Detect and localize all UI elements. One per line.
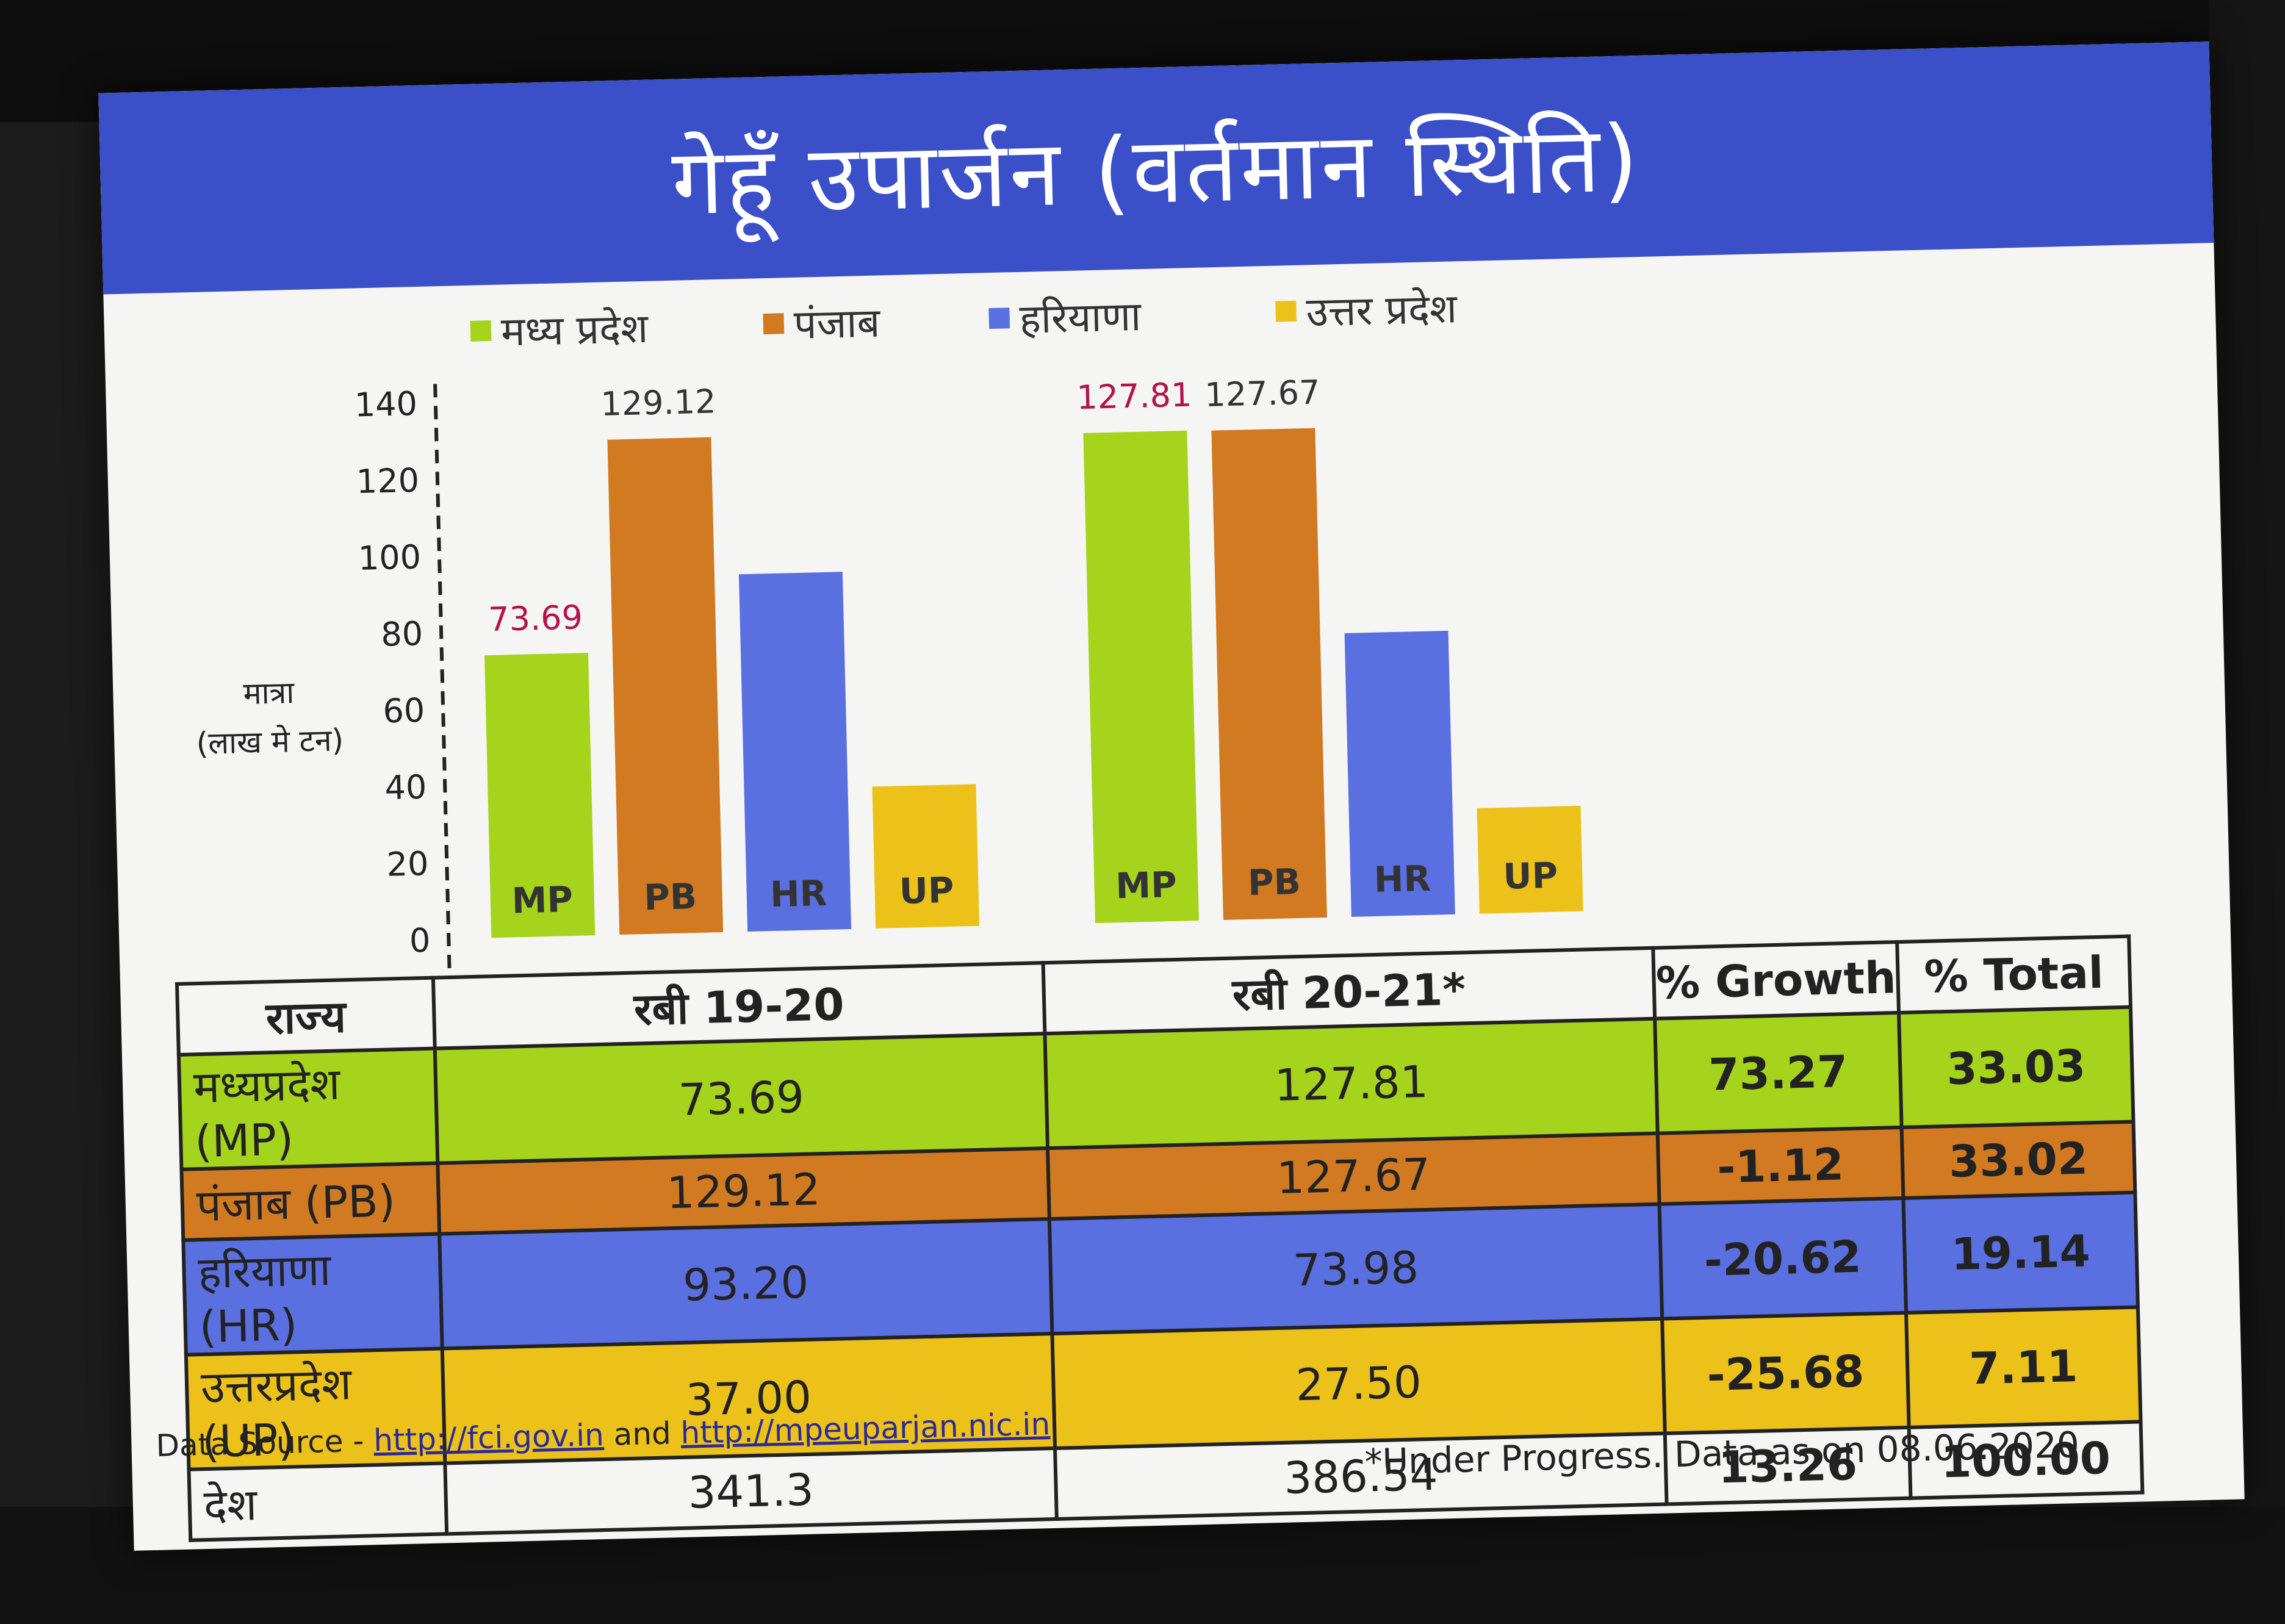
bar-category-label: UP: [899, 869, 954, 912]
table-cell-value: 73.27: [1655, 1012, 1902, 1134]
y-tick-label: 100: [358, 537, 422, 577]
y-tick-label: 40: [384, 767, 427, 807]
y-tick-label: 80: [381, 614, 423, 654]
y-axis-line: [433, 384, 464, 984]
y-tick-label: 120: [356, 461, 420, 501]
bar-up-group2: [1477, 805, 1583, 914]
table-header-total: % Total: [1897, 936, 2131, 1013]
bar-mp-group2: [1083, 430, 1199, 924]
table-cell-value: 341.3: [445, 1448, 1057, 1534]
bar-pb-group1: [607, 437, 724, 935]
y-tick-label: 60: [383, 691, 425, 731]
bar-category-label: HR: [1373, 858, 1431, 900]
table-cell-value: 73.98: [1049, 1204, 1663, 1334]
projected-slide: गेहूँ उपार्जन (वर्तमान स्थिति) मध्य प्रद…: [98, 41, 2245, 1551]
y-tick-label: 0: [409, 921, 431, 960]
table-cell-value: 7.11: [1906, 1307, 2141, 1428]
y-tick-label: 20: [386, 844, 429, 884]
data-source-prefix: Data Source -: [155, 1423, 365, 1464]
bar-data-label: 73.69: [488, 598, 583, 639]
table-cell-value: 127.81: [1045, 1018, 1658, 1149]
bar-hr-group1: [738, 572, 852, 932]
table-cell-value: -1.12: [1657, 1127, 1904, 1204]
bar-category-label: MP: [511, 878, 574, 921]
table-cell-state: मध्यप्रदेश (MP): [178, 1048, 438, 1169]
table-cell-value: 19.14: [1903, 1192, 2138, 1313]
table-cell-state: पंजाब (PB): [181, 1163, 440, 1240]
table-cell-value: 93.20: [439, 1219, 1053, 1349]
bar-data-label: 129.12: [600, 382, 716, 423]
y-tick-label: 140: [354, 384, 418, 424]
fci-link[interactable]: http://fci.gov.in: [373, 1417, 605, 1459]
table-cell-value: 33.03: [1899, 1007, 2134, 1127]
bar-data-label: 127.67: [1204, 373, 1320, 414]
bar-mp-group1: [484, 653, 596, 938]
bar-chart: 0 20 40 60 80 100 120 140 MP 73.69 PB 129.12 HR UP MP 1…: [354, 373, 1583, 984]
table-cell-state: देश: [189, 1463, 447, 1540]
bar-category-label: UP: [1503, 855, 1558, 897]
bar-pb-group2: [1211, 428, 1327, 920]
table-header-growth: % Growth: [1653, 942, 1899, 1019]
bar-up-group1: [872, 784, 980, 929]
table-header-state: राज्य: [177, 977, 435, 1055]
bar-category-label: PB: [644, 875, 697, 918]
table-cell-value: -20.62: [1659, 1198, 1907, 1319]
table-cell-value: 27.50: [1052, 1318, 1665, 1448]
table-cell-state: हरियाणा (HR): [183, 1234, 442, 1355]
table-cell-value: -25.68: [1662, 1312, 1909, 1434]
bar-hr-group2: [1344, 630, 1455, 917]
bar-category-label: HR: [769, 872, 827, 915]
table-cell-value: 73.69: [434, 1033, 1048, 1163]
bar-data-label: 127.81: [1076, 376, 1192, 417]
table-cell-value: 33.02: [1901, 1121, 2136, 1198]
bar-category-label: PB: [1247, 861, 1301, 904]
and-text: and: [613, 1415, 672, 1453]
bar-category-label: MP: [1115, 864, 1178, 907]
